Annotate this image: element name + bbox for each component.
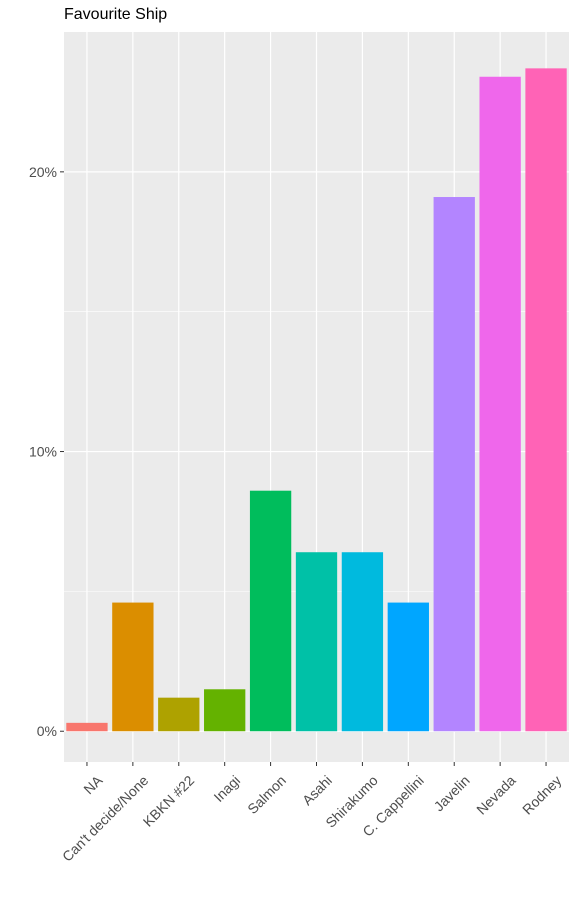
bar [66,722,108,732]
x-tick-label: Salmon [244,772,289,817]
bar [204,689,246,732]
x-tick-label: NA [80,772,106,798]
bar [525,68,567,732]
bars [66,68,567,732]
bar [158,697,200,732]
bar [112,602,154,732]
x-tick-label: Can't decide/None [59,772,152,865]
y-tick-label: 10% [29,444,57,460]
y-tick-label: 20% [29,164,57,180]
bar [387,602,429,732]
bar [341,552,384,732]
bar [479,76,521,732]
x-tick-label: Nevada [473,772,519,818]
y-axis: 0% 10% 20% [29,164,64,739]
bar [433,197,475,732]
x-tick-label: Rodney [519,772,564,817]
bar [295,552,338,732]
chart-title: Favourite Ship [64,6,168,23]
y-tick-label: 0% [37,723,57,739]
x-tick-label: Javelin [431,772,473,814]
x-tick-label: Asahi [299,772,335,808]
bar [249,490,292,732]
x-tick-label: Inagi [210,772,243,805]
